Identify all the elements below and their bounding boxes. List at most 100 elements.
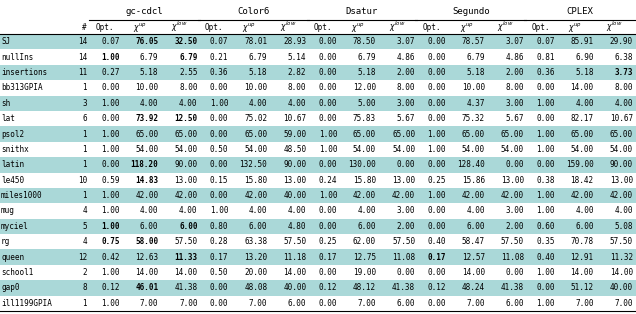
Text: 0.00: 0.00 <box>427 52 446 62</box>
Text: 14: 14 <box>78 52 87 62</box>
Text: 32.50: 32.50 <box>174 37 198 46</box>
Text: 82.17: 82.17 <box>570 114 593 123</box>
Text: 0.21: 0.21 <box>210 52 228 62</box>
Text: 3.00: 3.00 <box>506 207 524 215</box>
Text: 0.40: 0.40 <box>536 253 555 262</box>
Text: 0.00: 0.00 <box>506 268 524 277</box>
Text: 1: 1 <box>83 83 87 92</box>
Bar <box>0 280 636 295</box>
Text: 132.50: 132.50 <box>240 160 267 169</box>
Text: 0.00: 0.00 <box>427 222 446 231</box>
Text: 0.00: 0.00 <box>319 99 337 108</box>
Text: 1.00: 1.00 <box>536 99 555 108</box>
Text: 1.00: 1.00 <box>101 145 120 154</box>
Text: 4.00: 4.00 <box>179 207 198 215</box>
Text: 12.75: 12.75 <box>353 253 376 262</box>
Text: 14.83: 14.83 <box>135 176 158 185</box>
Text: 48.24: 48.24 <box>462 284 485 292</box>
Text: 11.33: 11.33 <box>174 253 198 262</box>
Text: 6.00: 6.00 <box>288 299 307 308</box>
Text: 6.79: 6.79 <box>179 52 198 62</box>
Text: 1.00: 1.00 <box>319 130 337 138</box>
Text: 7.00: 7.00 <box>179 299 198 308</box>
Text: 0.00: 0.00 <box>210 299 228 308</box>
Text: 28.93: 28.93 <box>283 37 307 46</box>
Text: Opt.: Opt. <box>531 23 550 31</box>
Text: Opt.: Opt. <box>96 23 114 31</box>
Text: 8.00: 8.00 <box>179 83 198 92</box>
Text: 0.00: 0.00 <box>319 160 337 169</box>
Text: insertions: insertions <box>1 68 47 77</box>
Text: 1.00: 1.00 <box>536 268 555 277</box>
Text: 3.73: 3.73 <box>614 68 633 77</box>
Text: 1.00: 1.00 <box>101 191 120 200</box>
Text: 1.00: 1.00 <box>101 299 120 308</box>
Text: 15.80: 15.80 <box>244 176 267 185</box>
Text: latin: latin <box>1 160 24 169</box>
Text: 51.12: 51.12 <box>570 284 593 292</box>
Text: 57.50: 57.50 <box>283 237 307 246</box>
Text: 46.01: 46.01 <box>135 284 158 292</box>
Text: Segundo: Segundo <box>452 8 490 17</box>
Text: 75.83: 75.83 <box>353 114 376 123</box>
Text: 1: 1 <box>83 145 87 154</box>
Text: 11.32: 11.32 <box>610 253 633 262</box>
Text: 0.12: 0.12 <box>427 284 446 292</box>
Text: 14.00: 14.00 <box>570 83 593 92</box>
Text: 1.00: 1.00 <box>319 191 337 200</box>
Text: 4.00: 4.00 <box>614 207 633 215</box>
Text: 118.20: 118.20 <box>131 160 158 169</box>
Text: 6: 6 <box>83 114 87 123</box>
Text: 0.75: 0.75 <box>101 237 120 246</box>
Text: 65.00: 65.00 <box>244 130 267 138</box>
Text: 40.00: 40.00 <box>283 284 307 292</box>
Bar <box>0 95 636 111</box>
Text: 6.00: 6.00 <box>140 222 158 231</box>
Text: 40.00: 40.00 <box>610 284 633 292</box>
Text: 58.00: 58.00 <box>135 237 158 246</box>
Text: 6.79: 6.79 <box>466 52 485 62</box>
Text: 14.00: 14.00 <box>174 268 198 277</box>
Text: 57.50: 57.50 <box>610 237 633 246</box>
Text: 65.00: 65.00 <box>570 130 593 138</box>
Text: 0.07: 0.07 <box>101 37 120 46</box>
Text: 13.20: 13.20 <box>244 253 267 262</box>
Text: 90.00: 90.00 <box>610 160 633 169</box>
Text: 54.00: 54.00 <box>570 145 593 154</box>
Text: 2: 2 <box>83 268 87 277</box>
Text: 0.60: 0.60 <box>536 222 555 231</box>
Text: 0.00: 0.00 <box>319 68 337 77</box>
Text: 0.00: 0.00 <box>210 83 228 92</box>
Text: 0.00: 0.00 <box>397 160 415 169</box>
Text: $\chi^{up}$: $\chi^{up}$ <box>242 20 256 34</box>
Text: 65.00: 65.00 <box>392 130 415 138</box>
Text: 0.00: 0.00 <box>319 222 337 231</box>
Text: 6.00: 6.00 <box>249 222 267 231</box>
Text: 0.00: 0.00 <box>210 191 228 200</box>
Text: rg: rg <box>1 237 10 246</box>
Text: 57.50: 57.50 <box>174 237 198 246</box>
Text: Color6: Color6 <box>237 8 269 17</box>
Text: 42.00: 42.00 <box>501 191 524 200</box>
Text: 1: 1 <box>83 299 87 308</box>
Text: 0.24: 0.24 <box>319 176 337 185</box>
Text: CPLEX: CPLEX <box>566 8 593 17</box>
Text: 1.00: 1.00 <box>210 99 228 108</box>
Text: 10: 10 <box>78 176 87 185</box>
Text: 75.32: 75.32 <box>462 114 485 123</box>
Text: snithx: snithx <box>1 145 29 154</box>
Text: $\chi^{low}$: $\chi^{low}$ <box>497 20 514 34</box>
Text: 42.00: 42.00 <box>353 191 376 200</box>
Text: ill1199GPIA: ill1199GPIA <box>1 299 52 308</box>
Text: 0.50: 0.50 <box>210 268 228 277</box>
Text: Opt.: Opt. <box>422 23 441 31</box>
Text: 0.00: 0.00 <box>101 114 120 123</box>
Text: 4.00: 4.00 <box>249 207 267 215</box>
Text: 3.00: 3.00 <box>397 99 415 108</box>
Text: 78.01: 78.01 <box>244 37 267 46</box>
Text: 4.00: 4.00 <box>466 207 485 215</box>
Text: 20.00: 20.00 <box>244 268 267 277</box>
Text: 4.37: 4.37 <box>466 99 485 108</box>
Text: 3.07: 3.07 <box>397 37 415 46</box>
Text: 65.00: 65.00 <box>610 130 633 138</box>
